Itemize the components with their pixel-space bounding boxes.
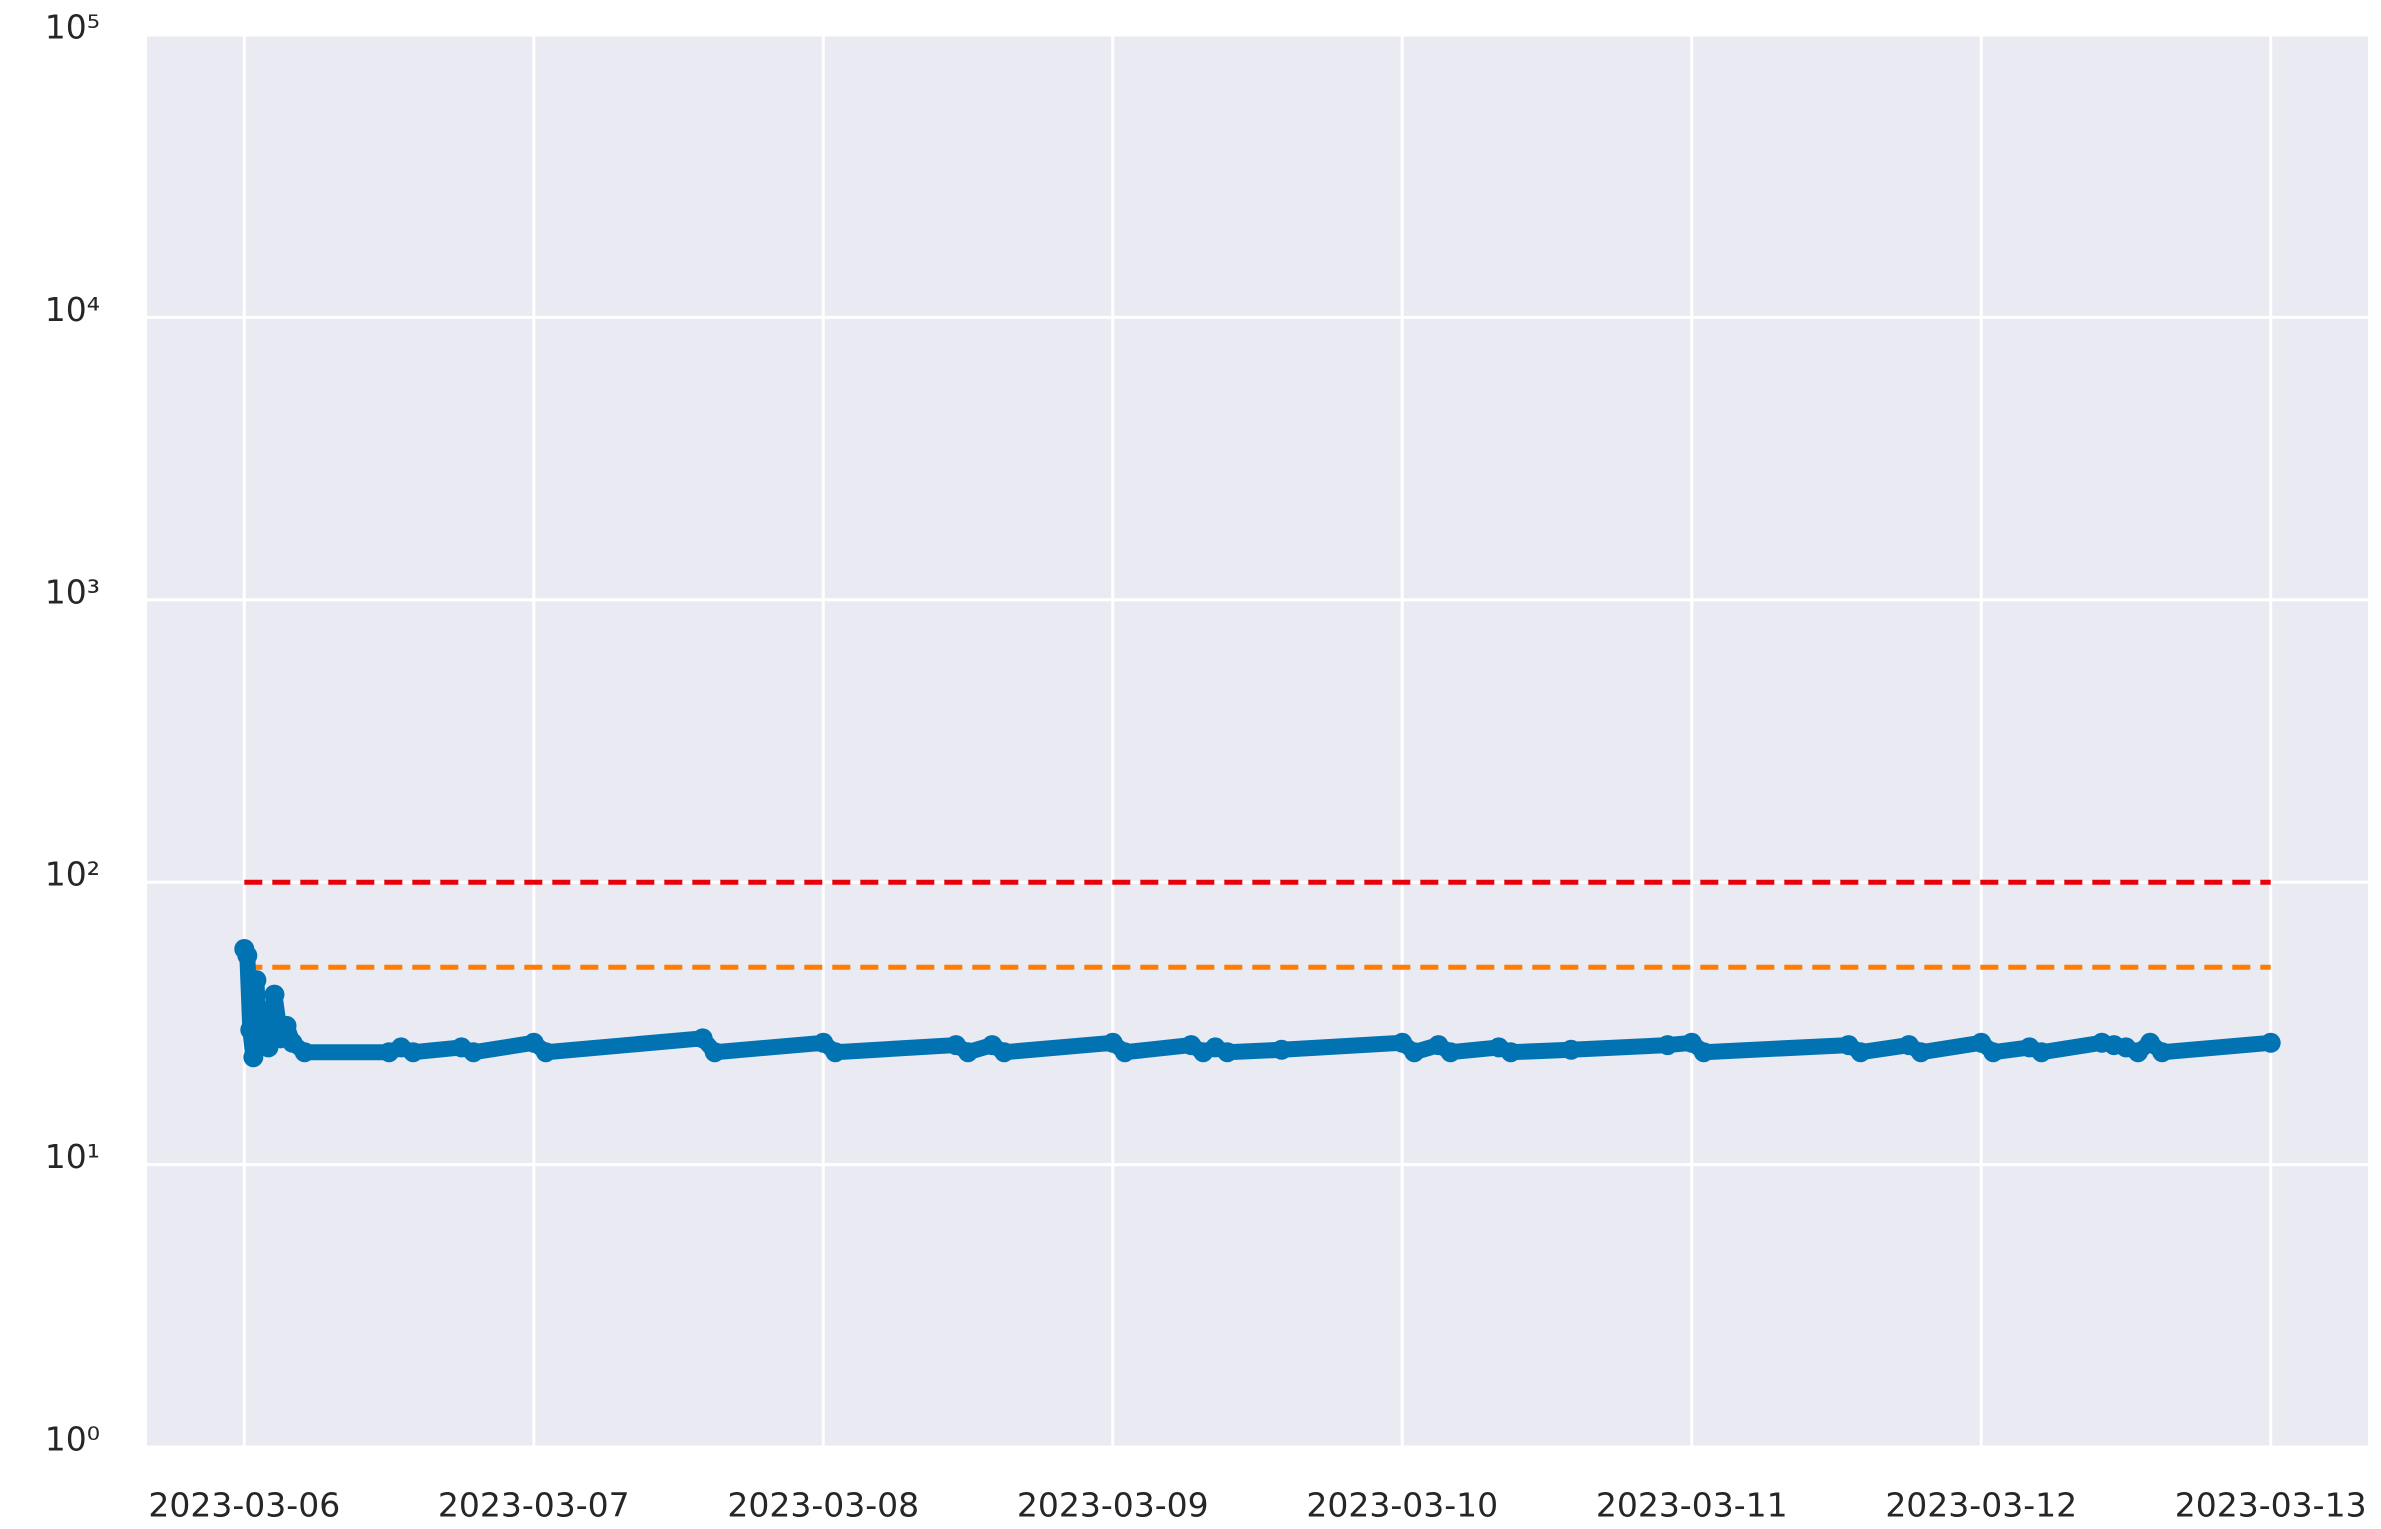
data-point xyxy=(246,970,267,991)
y-tick-label: 10² xyxy=(45,855,100,894)
data-point xyxy=(1657,1035,1678,1056)
data-point xyxy=(463,1042,484,1063)
data-point xyxy=(1271,1039,1292,1060)
data-point xyxy=(252,1000,273,1021)
x-tick-label: 2023-03-06 xyxy=(148,1486,340,1525)
data-point xyxy=(1114,1042,1135,1063)
data-point xyxy=(958,1042,979,1063)
data-point xyxy=(825,1042,846,1063)
data-point xyxy=(1404,1042,1425,1063)
y-tick-label: 10⁵ xyxy=(45,8,100,47)
data-point xyxy=(2031,1042,2052,1063)
y-tick-label: 10⁰ xyxy=(45,1420,100,1459)
x-tick-label: 2023-03-12 xyxy=(1885,1486,2077,1525)
data-point xyxy=(294,1042,315,1063)
x-tick-label: 2023-03-08 xyxy=(727,1486,919,1525)
data-point xyxy=(2152,1042,2173,1063)
x-tick-label: 2023-03-09 xyxy=(1017,1486,1209,1525)
data-point xyxy=(1983,1042,2004,1063)
y-tick-label: 10³ xyxy=(45,572,100,611)
data-point xyxy=(403,1042,424,1063)
data-point xyxy=(264,984,285,1005)
data-point xyxy=(692,1028,713,1049)
y-tick-label: 10¹ xyxy=(45,1137,100,1176)
y-tick-label: 10⁴ xyxy=(45,290,100,329)
data-point xyxy=(1500,1042,1521,1063)
data-point xyxy=(1440,1042,1461,1063)
data-point xyxy=(2260,1032,2281,1053)
data-point xyxy=(1850,1042,1871,1063)
data-point xyxy=(1693,1042,1714,1063)
data-point xyxy=(704,1042,725,1063)
data-point xyxy=(276,1015,297,1036)
x-tick-label: 2023-03-07 xyxy=(438,1486,630,1525)
data-point xyxy=(994,1042,1015,1063)
data-point xyxy=(1217,1042,1238,1063)
data-point xyxy=(237,945,258,966)
data-point xyxy=(1561,1039,1582,1060)
plot-area xyxy=(147,35,2368,1447)
data-point xyxy=(1910,1042,1931,1063)
x-tick-label: 2023-03-11 xyxy=(1596,1486,1788,1525)
x-tick-label: 2023-03-13 xyxy=(2175,1486,2367,1525)
data-point xyxy=(535,1042,556,1063)
x-tick-label: 2023-03-10 xyxy=(1306,1486,1498,1525)
